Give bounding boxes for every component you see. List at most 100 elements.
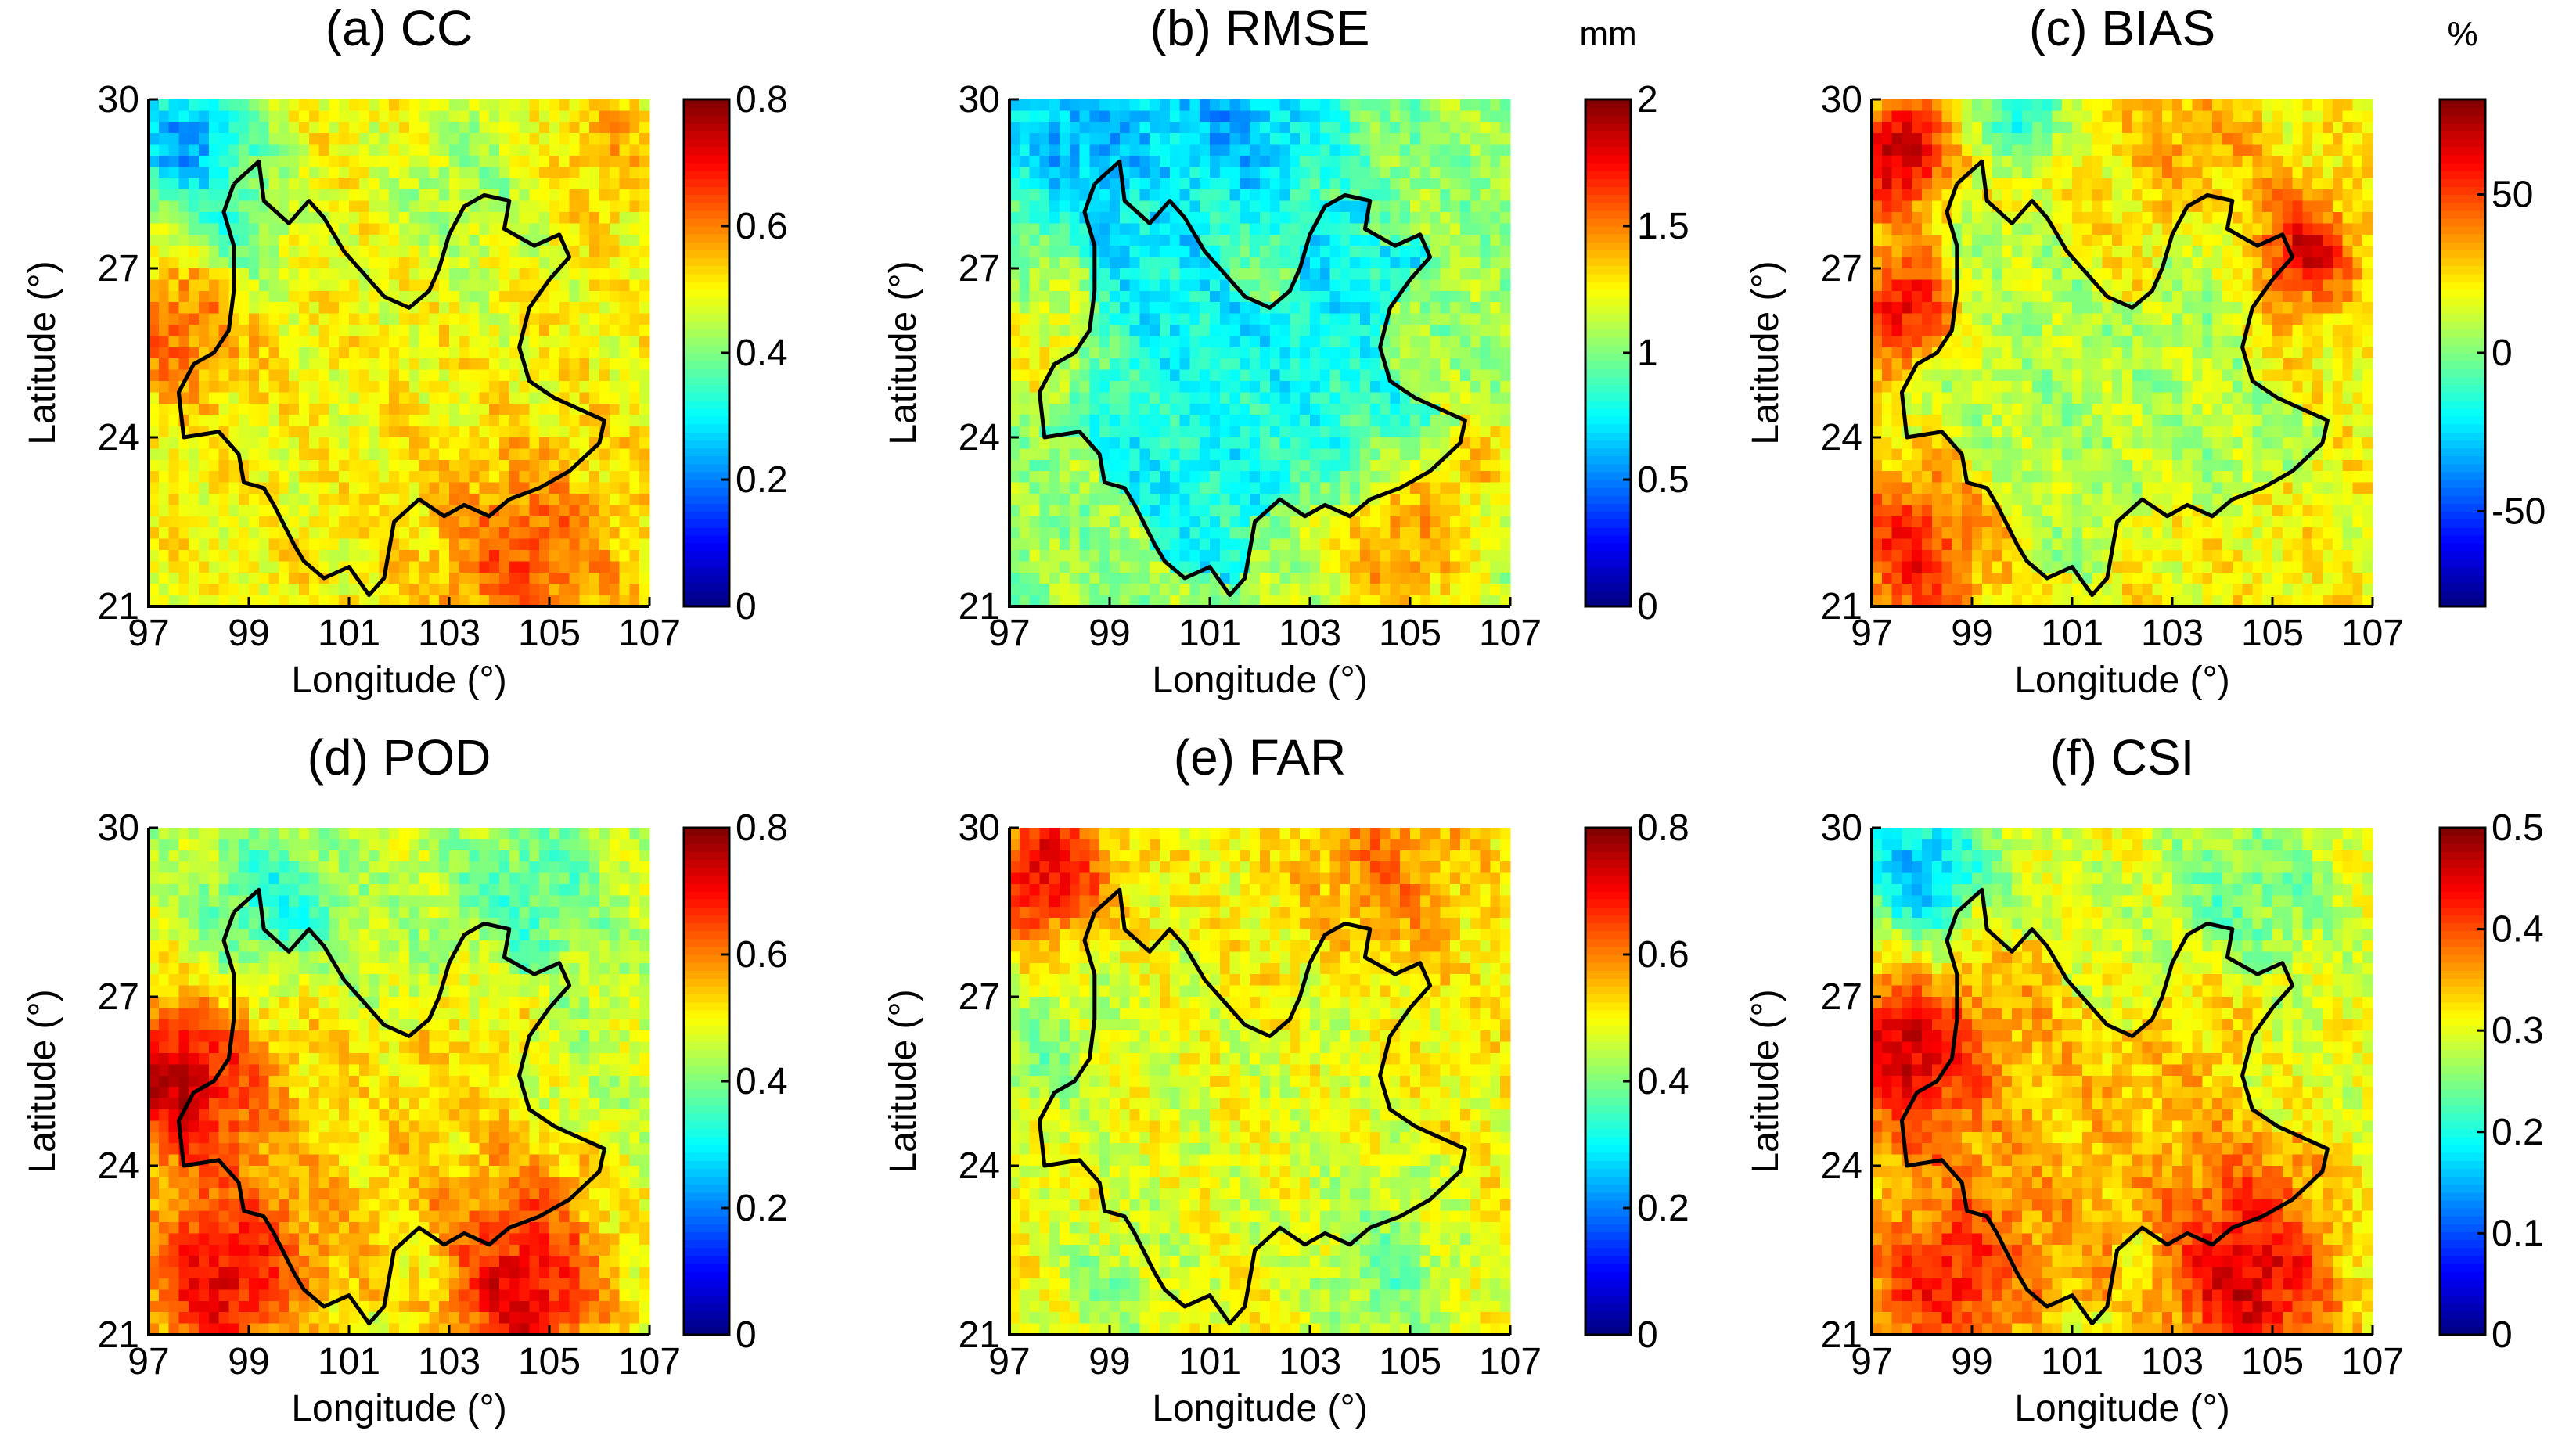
colorbar — [2440, 99, 2485, 607]
colorbar-tick-label: 0 — [1637, 1314, 1658, 1356]
province-boundary — [1899, 159, 2330, 598]
colorbar-tick-label: 0.4 — [1637, 1061, 1689, 1102]
panel-title: (a) CC — [326, 0, 473, 56]
colorbar-tick-label: 0.6 — [1637, 934, 1689, 976]
colorbar-tick-label: -50 — [2492, 491, 2546, 533]
y-tick-label: 27 — [98, 976, 139, 1018]
colorbar-tick-label: 0 — [2492, 1314, 2513, 1356]
panel-d: (d) POD 97 99 101 103 105 107 21 24 27 30 Longitude… — [22, 729, 788, 1429]
heatmap-grid — [149, 828, 650, 1336]
panel-title: (b) RMSE — [1150, 0, 1370, 56]
colorbar-tick-label: 50 — [2492, 174, 2533, 216]
colorbar-tick-label: 0 — [736, 1314, 757, 1356]
y-tick-label: 30 — [1821, 807, 1862, 849]
x-tick-label: 103 — [2141, 1341, 2204, 1382]
x-tick-label: 101 — [2041, 1341, 2103, 1382]
x-tick-label: 97 — [1851, 613, 1892, 654]
y-tick-label: 24 — [959, 1145, 1000, 1187]
x-tick-label: 107 — [2341, 1341, 2404, 1382]
heatmap-grid — [1009, 828, 1511, 1336]
y-tick-label: 30 — [1821, 79, 1862, 120]
colorbar-tick-label: 0.5 — [1637, 459, 1689, 501]
colorbar-tick-label: 0.2 — [1637, 1188, 1689, 1229]
heatmap-grid — [1872, 828, 2373, 1336]
panel-c: (c) BIAS 97 99 101 103 105 107 21 24 27 30 Longitud… — [1745, 0, 2546, 701]
y-tick-label: 27 — [959, 248, 1000, 289]
colorbar-unit: % — [2447, 15, 2477, 53]
x-tick-label: 103 — [2141, 613, 2204, 654]
y-axis-label: Latitude (°) — [1745, 989, 1786, 1173]
y-tick-label: 21 — [1821, 586, 1862, 627]
panel-e: (e) FAR 97 99 101 103 105 107 21 24 27 30 Longitude… — [883, 729, 1689, 1429]
province-boundary — [1037, 159, 1467, 598]
x-tick-label: 103 — [1279, 613, 1341, 654]
colorbar-unit: mm — [1579, 15, 1636, 53]
x-tick-label: 97 — [988, 1341, 1030, 1382]
x-tick-label: 97 — [128, 613, 169, 654]
x-tick-label: 103 — [418, 1341, 480, 1382]
y-tick-label: 24 — [1821, 417, 1862, 458]
y-tick-label: 24 — [98, 417, 139, 458]
colorbar — [684, 99, 729, 607]
y-axis-label: Latitude (°) — [1745, 261, 1786, 444]
colorbar-tick-label: 0.4 — [2492, 909, 2544, 951]
x-tick-label: 107 — [618, 613, 681, 654]
colorbar-tick-label: 0.2 — [736, 1188, 788, 1229]
colorbar-tick-label: 0.6 — [736, 206, 788, 247]
colorbar-tick-label: 0.2 — [2492, 1112, 2544, 1153]
x-tick-label: 99 — [1088, 613, 1130, 654]
y-axis-label: Latitude (°) — [22, 261, 63, 444]
x-tick-label: 105 — [1379, 1341, 1441, 1382]
colorbar — [1585, 828, 1631, 1336]
colorbar-tick-label: 0 — [2492, 333, 2513, 374]
panel-title: (f) CSI — [2050, 729, 2195, 786]
x-tick-label: 99 — [1088, 1341, 1130, 1382]
x-axis-label: Longitude (°) — [2014, 1388, 2229, 1429]
x-tick-label: 107 — [2341, 613, 2404, 654]
y-tick-label: 24 — [959, 417, 1000, 458]
x-tick-label: 97 — [128, 1341, 169, 1382]
x-tick-label: 103 — [1279, 1341, 1341, 1382]
colorbar — [1585, 99, 1631, 607]
y-axis-label: Latitude (°) — [883, 261, 924, 444]
x-tick-label: 101 — [2041, 613, 2103, 654]
x-axis-label: Longitude (°) — [1152, 1388, 1367, 1429]
y-axis-label: Latitude (°) — [22, 989, 63, 1173]
y-tick-label: 21 — [1821, 1314, 1862, 1356]
x-tick-label: 101 — [1178, 1341, 1241, 1382]
y-tick-label: 27 — [1821, 248, 1862, 289]
x-tick-label: 101 — [318, 613, 380, 654]
heatmap-grid — [1009, 99, 1511, 607]
y-tick-label: 27 — [1821, 976, 1862, 1018]
panel-a: (a) CC 97 99 101 103 105 107 21 24 27 30 Longitude … — [22, 0, 788, 701]
y-tick-label: 30 — [959, 79, 1000, 120]
y-tick-label: 21 — [959, 1314, 1000, 1356]
x-tick-label: 101 — [318, 1341, 380, 1382]
y-tick-label: 21 — [959, 586, 1000, 627]
colorbar-tick-label: 0 — [1637, 586, 1658, 627]
x-tick-label: 107 — [1479, 1341, 1542, 1382]
x-tick-label: 103 — [418, 613, 480, 654]
y-tick-label: 30 — [98, 79, 139, 120]
x-axis-label: Longitude (°) — [2014, 660, 2229, 701]
y-tick-label: 21 — [98, 1314, 139, 1356]
colorbar-tick-label: 0.4 — [736, 1061, 788, 1102]
x-tick-label: 101 — [1178, 613, 1241, 654]
province-boundary — [1037, 887, 1467, 1326]
colorbar-tick-label: 0.4 — [736, 333, 788, 374]
colorbar-tick-label: 0.2 — [736, 459, 788, 501]
y-tick-label: 30 — [959, 807, 1000, 849]
y-tick-label: 30 — [98, 807, 139, 849]
x-tick-label: 97 — [988, 613, 1030, 654]
colorbar-tick-label: 1 — [1637, 333, 1658, 374]
province-boundary — [176, 887, 606, 1326]
panel-title: (d) POD — [308, 729, 491, 786]
y-tick-label: 21 — [98, 586, 139, 627]
panel-title: (e) FAR — [1174, 729, 1346, 786]
x-tick-label: 97 — [1851, 1341, 1892, 1382]
colorbar-tick-label: 0 — [736, 586, 757, 627]
x-tick-label: 105 — [2241, 1341, 2304, 1382]
x-tick-label: 105 — [518, 1341, 581, 1382]
x-tick-label: 107 — [1479, 613, 1542, 654]
